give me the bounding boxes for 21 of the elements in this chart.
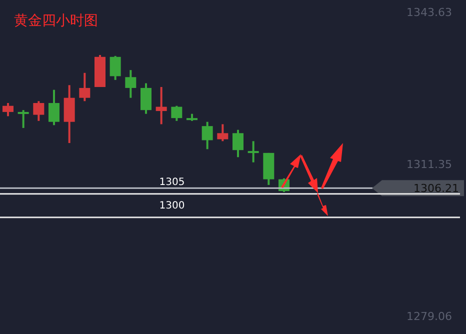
candlestick	[171, 104, 182, 122]
ref-line-label: 1305	[159, 176, 185, 188]
candlestick	[110, 54, 121, 81]
ref-line-label: 1300	[159, 200, 185, 212]
candlestick	[2, 102, 14, 118]
candlestick	[248, 140, 259, 164]
candlestick	[232, 128, 244, 158]
candlestick	[217, 123, 228, 142]
candlestick	[156, 86, 167, 126]
y-tick-label: 1279.06	[406, 310, 452, 323]
candlestick	[140, 82, 152, 115]
y-tick-label: 1343.63	[406, 6, 452, 19]
candlestick	[202, 120, 213, 150]
candlestick	[125, 69, 136, 99]
y-tick-label: 1311.35	[406, 158, 452, 171]
candlestick	[18, 109, 29, 129]
candlestick	[33, 100, 44, 122]
candlestick	[79, 72, 90, 102]
candlestick	[48, 88, 60, 126]
ref-line-label: 1306.21	[414, 182, 459, 196]
text: 黄金四小时图	[14, 12, 98, 30]
